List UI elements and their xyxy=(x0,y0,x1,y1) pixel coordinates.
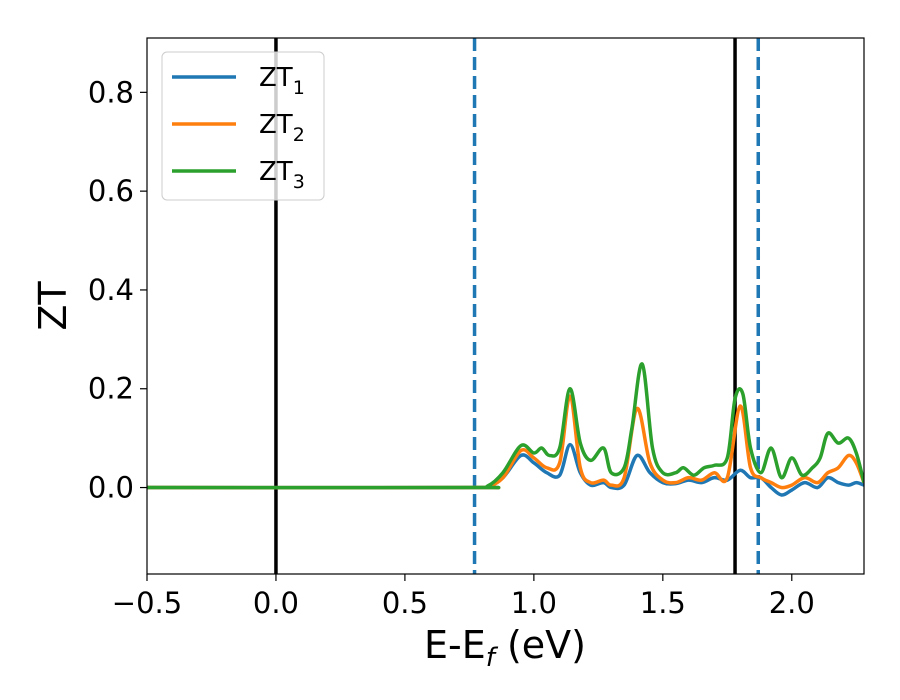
plot-frame xyxy=(146,37,865,575)
x-axis-title: E-Ef (eV) xyxy=(424,623,586,673)
y-tick-label: 0.6 xyxy=(88,174,134,208)
legend-label: ZT1 xyxy=(259,63,305,99)
legend-label: ZT3 xyxy=(259,157,305,193)
x-tick-label: 1.0 xyxy=(511,586,557,620)
series-line-zt-2 xyxy=(147,394,864,490)
series-line-zt-3 xyxy=(147,362,864,490)
legend-box xyxy=(161,51,325,201)
legend-label: ZT2 xyxy=(259,110,305,146)
x-tick-label: 1.5 xyxy=(640,586,686,620)
x-tick-label: 0.0 xyxy=(253,586,299,620)
x-tick-label: −0.5 xyxy=(112,586,182,620)
y-axis-title: ZT xyxy=(31,281,75,331)
x-tick-label: 0.5 xyxy=(382,586,428,620)
legend: ZT1 ZT2 ZT3 xyxy=(161,51,325,201)
y-tick-label: 0.2 xyxy=(88,372,134,406)
y-tick-label: 0.4 xyxy=(88,273,134,307)
y-tick-label: 0.0 xyxy=(88,471,134,505)
y-tick-label: 0.8 xyxy=(88,75,134,109)
x-tick-label: 2.0 xyxy=(769,586,815,620)
